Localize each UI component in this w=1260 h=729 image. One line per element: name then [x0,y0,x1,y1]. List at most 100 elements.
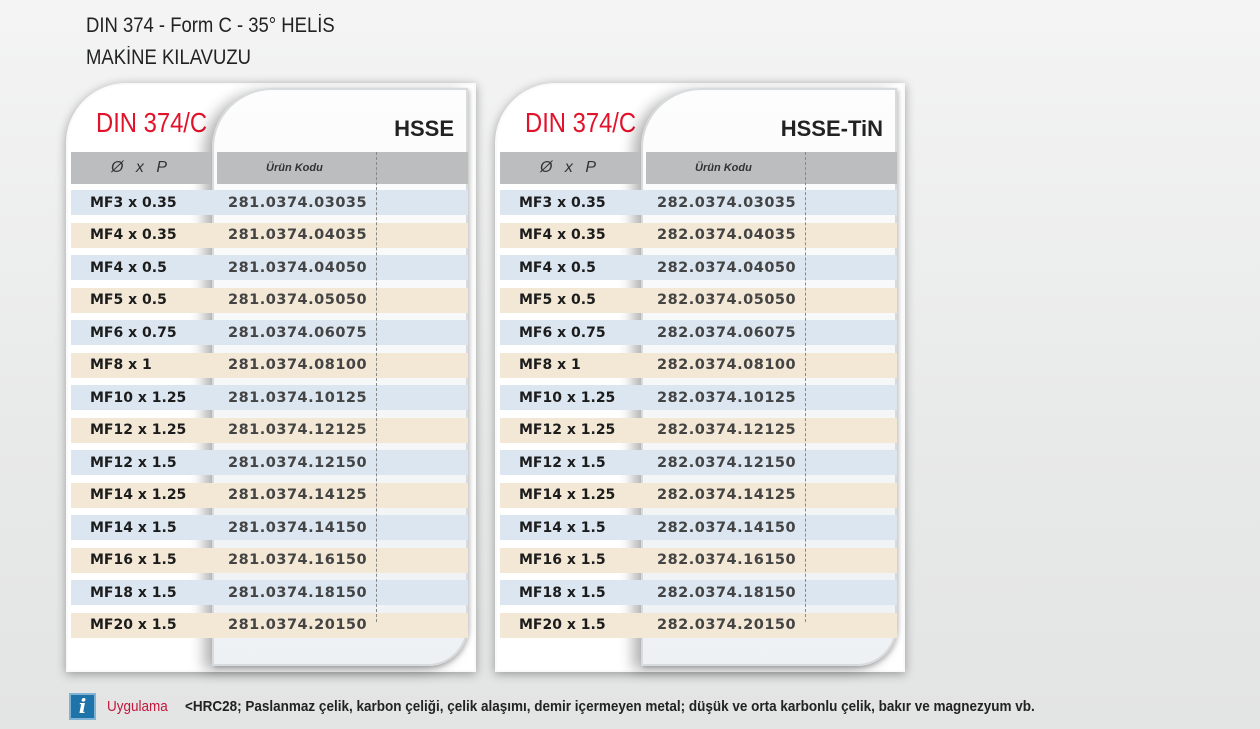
table-row: MF8 x 1 281.0374.08100 [71,352,468,378]
product-code-cell: 282.0374.08100 [657,357,797,373]
size-column-header: Ø x P [71,152,211,184]
application-note: i Uygulama <HRC28; Paslanmaz çelik, karb… [69,693,1129,720]
size-cell: MF6 x 0.75 [90,324,177,341]
table-row: MF12 x 1.25 281.0374.12125 [71,417,468,443]
size-cell: MF12 x 1.5 [90,454,177,471]
product-code-cell: 282.0374.16150 [657,552,797,568]
product-code-cell: 281.0374.14125 [228,487,368,503]
table-row: MF16 x 1.5 282.0374.16150 [500,547,897,573]
product-card: DIN 374/C HSSE Ø x P Ürün Kodu MF3 x 0.3… [66,83,481,673]
table-row: MF3 x 0.35 282.0374.03035 [500,190,897,215]
product-code-cell: 282.0374.05050 [657,292,797,308]
product-code-cell: 282.0374.06075 [657,324,797,341]
size-cell: MF18 x 1.5 [519,584,606,601]
product-code-cell: 281.0374.08100 [228,357,368,373]
size-cell: MF16 x 1.5 [519,552,606,568]
application-label: Uygulama [107,698,168,715]
product-code-cell: 282.0374.12125 [657,422,797,438]
table-row: MF12 x 1.25 282.0374.12125 [500,417,897,443]
table-row: MF4 x 0.35 281.0374.04035 [71,222,468,248]
product-code-cell: 281.0374.04050 [228,259,368,276]
material-label: HSSE [394,116,454,141]
size-cell: MF3 x 0.35 [519,194,606,211]
product-code-cell: 282.0374.03035 [657,194,797,211]
size-cell: MF8 x 1 [519,357,581,373]
table-row: MF18 x 1.5 281.0374.18150 [71,580,468,605]
table-row: MF20 x 1.5 281.0374.20150 [71,612,468,638]
table-row: MF3 x 0.35 281.0374.03035 [71,190,468,215]
application-text: <HRC28; Paslanmaz çelik, karbon çeliği, … [185,698,1035,715]
product-code-cell: 282.0374.14150 [657,519,797,536]
table-row: MF16 x 1.5 281.0374.16150 [71,547,468,573]
table-row: MF20 x 1.5 282.0374.20150 [500,612,897,638]
table-row: MF12 x 1.5 281.0374.12150 [71,450,468,475]
size-cell: MF5 x 0.5 [90,292,167,308]
size-column-header: Ø x P [500,152,640,184]
code-column-header: Ürün Kodu [646,152,897,184]
table-row: MF14 x 1.25 281.0374.14125 [71,482,468,508]
size-cell: MF12 x 1.25 [90,422,187,438]
column-divider [376,152,377,622]
size-cell: MF14 x 1.5 [90,519,177,536]
size-cell: MF8 x 1 [90,357,152,373]
size-cell: MF12 x 1.25 [519,422,616,438]
product-code-cell: 281.0374.04035 [228,227,368,243]
product-code-cell: 282.0374.12150 [657,454,797,471]
size-cell: MF14 x 1.25 [90,487,187,503]
size-cell: MF4 x 0.5 [90,259,167,276]
product-code-cell: 282.0374.20150 [657,617,797,633]
table-row: MF4 x 0.35 282.0374.04035 [500,222,897,248]
product-code-cell: 281.0374.05050 [228,292,368,308]
product-code-cell: 282.0374.04050 [657,259,797,276]
size-cell: MF3 x 0.35 [90,194,177,211]
product-code-cell: 281.0374.16150 [228,552,368,568]
standard-label: DIN 374/C [525,107,637,138]
size-cell: MF4 x 0.35 [90,227,177,243]
size-cell: MF10 x 1.25 [519,389,616,406]
table-row: MF10 x 1.25 281.0374.10125 [71,385,468,410]
product-code-cell: 282.0374.10125 [657,389,797,406]
table-row: MF12 x 1.5 282.0374.12150 [500,450,897,475]
standard-label: DIN 374/C [96,107,208,138]
product-code-cell: 281.0374.03035 [228,194,368,211]
size-cell: MF14 x 1.25 [519,487,616,503]
size-cell: MF5 x 0.5 [519,292,596,308]
product-card: DIN 374/C HSSE-TiN Ø x P Ürün Kodu MF3 x… [495,83,910,673]
size-cell: MF16 x 1.5 [90,552,177,568]
table-row: MF4 x 0.5 281.0374.04050 [71,255,468,280]
product-code-cell: 281.0374.12150 [228,454,368,471]
product-code-cell: 282.0374.14125 [657,487,797,503]
size-cell: MF18 x 1.5 [90,584,177,601]
product-code-cell: 281.0374.20150 [228,617,368,633]
product-code-cell: 281.0374.18150 [228,584,368,601]
product-code-cell: 282.0374.18150 [657,584,797,601]
table-row: MF14 x 1.5 281.0374.14150 [71,515,468,540]
table-row: MF8 x 1 282.0374.08100 [500,352,897,378]
table-row: MF6 x 0.75 281.0374.06075 [71,320,468,345]
size-cell: MF12 x 1.5 [519,454,606,471]
size-cell: MF20 x 1.5 [519,617,606,633]
page-subtitle: MAKİNE KILAVUZU [86,46,251,69]
table-row: MF14 x 1.25 282.0374.14125 [500,482,897,508]
size-cell: MF20 x 1.5 [90,617,177,633]
size-cell: MF14 x 1.5 [519,519,606,536]
table-row: MF10 x 1.25 282.0374.10125 [500,385,897,410]
product-code-cell: 281.0374.10125 [228,389,368,406]
table-row: MF4 x 0.5 282.0374.04050 [500,255,897,280]
product-code-cell: 281.0374.12125 [228,422,368,438]
size-cell: MF4 x 0.35 [519,227,606,243]
table-row: MF5 x 0.5 282.0374.05050 [500,287,897,313]
material-label: HSSE-TiN [780,116,883,141]
column-divider [805,152,806,622]
table-row: MF6 x 0.75 282.0374.06075 [500,320,897,345]
size-cell: MF10 x 1.25 [90,389,187,406]
table-row: MF18 x 1.5 282.0374.18150 [500,580,897,605]
page-title: DIN 374 - Form C - 35° HELİS [86,14,335,37]
product-code-cell: 281.0374.06075 [228,324,368,341]
table-row: MF5 x 0.5 281.0374.05050 [71,287,468,313]
size-cell: MF6 x 0.75 [519,324,606,341]
info-icon: i [69,693,96,720]
product-code-cell: 281.0374.14150 [228,519,368,536]
product-code-cell: 282.0374.04035 [657,227,797,243]
size-cell: MF4 x 0.5 [519,259,596,276]
